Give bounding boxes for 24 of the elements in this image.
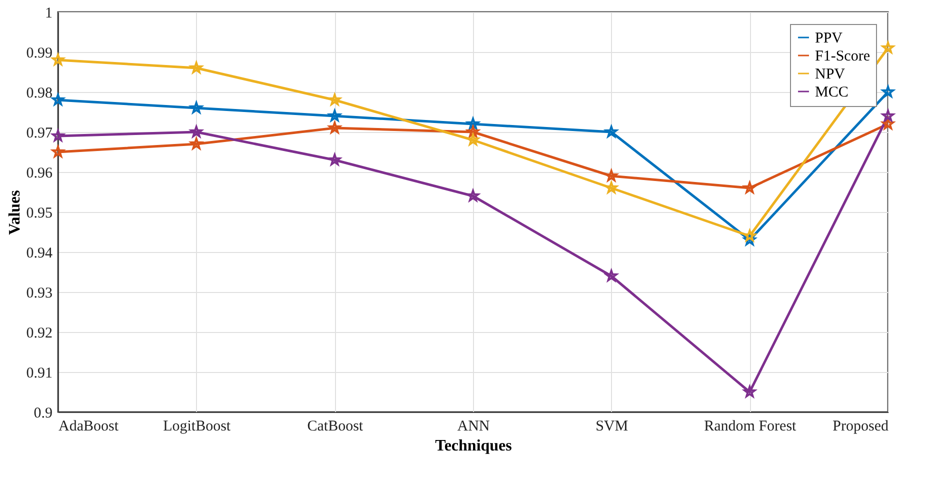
y-tick-label: 0.98 bbox=[26, 86, 52, 102]
y-tick-label: 0.93 bbox=[26, 286, 52, 302]
x-tick-label: SVM bbox=[596, 418, 628, 434]
legend-label: MCC bbox=[815, 84, 848, 100]
y-tick-label: 0.92 bbox=[26, 326, 52, 342]
x-axis-title: Techniques bbox=[435, 438, 512, 454]
x-tick-label: Proposed bbox=[832, 418, 889, 434]
y-tick-label: 1 bbox=[45, 6, 52, 22]
x-tick-label: Random Forest bbox=[704, 418, 798, 434]
y-tick-label: 0.97 bbox=[26, 126, 53, 142]
y-tick-label: 0.95 bbox=[26, 206, 52, 222]
legend-label: NPV bbox=[815, 66, 846, 82]
y-tick-label: 0.91 bbox=[26, 366, 52, 382]
legend-label: PPV bbox=[815, 30, 843, 46]
y-axis-title: Values bbox=[6, 190, 24, 235]
x-tick-label: LogitBoost bbox=[163, 418, 232, 434]
y-tick-label: 0.9 bbox=[34, 406, 52, 422]
x-tick-label: CatBoost bbox=[307, 418, 364, 434]
x-tick-label: AdaBoost bbox=[58, 418, 120, 434]
legend-label: F1-Score bbox=[815, 48, 870, 64]
y-tick-label: 0.99 bbox=[26, 46, 52, 62]
y-tick-label: 0.94 bbox=[26, 246, 53, 262]
x-tick-label: ANN bbox=[457, 418, 490, 434]
y-tick-label: 0.96 bbox=[26, 166, 53, 182]
